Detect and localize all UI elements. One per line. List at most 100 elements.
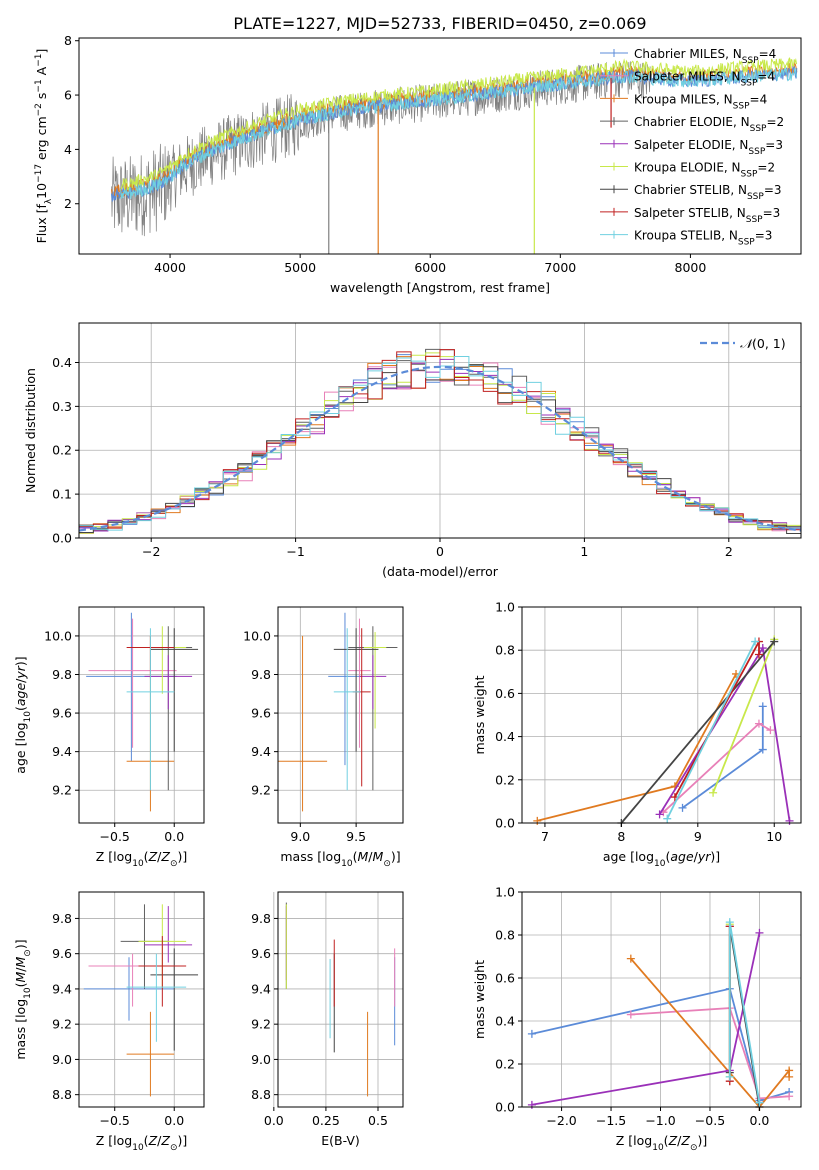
data-point-marker: [758, 702, 767, 711]
y-tick-label: 6: [64, 88, 72, 103]
y-tick-label: 9.8: [52, 911, 72, 926]
x-tick-label: 0.0: [164, 1113, 184, 1128]
y-tick-label: 0.2: [495, 1057, 515, 1072]
x-tick-label: 8000: [675, 260, 707, 275]
y-tick-label: 0.0: [495, 816, 515, 831]
x-tick-label: 2: [725, 544, 733, 559]
x-tick-label: 9.5: [346, 829, 366, 844]
x-tick-label: −0.5: [100, 829, 130, 844]
y-tick-label: 9.6: [52, 706, 72, 721]
y-axis-label: Normed distribution: [23, 368, 38, 493]
y-tick-label: 9.4: [52, 744, 72, 759]
y-tick-label: 0.4: [495, 729, 515, 744]
y-tick-label: 0.8: [495, 928, 515, 943]
x-tick-label: 6000: [414, 260, 446, 275]
series-line: [630, 1007, 790, 1100]
x-tick-label: 0: [436, 544, 444, 559]
data-point-marker: [626, 1010, 635, 1019]
x-tick-label: 7000: [544, 260, 576, 275]
y-tick-label: 9.2: [251, 783, 271, 798]
data-point-marker: [770, 637, 779, 646]
data-point-marker: [758, 644, 767, 653]
series-line: [666, 641, 756, 820]
x-tick-label: 0.0: [264, 1113, 284, 1128]
y-tick-label: 2: [64, 196, 72, 211]
x-axis-label: E(B-V): [321, 1133, 360, 1148]
x-tick-label: −1: [286, 544, 304, 559]
y-tick-label: 9.4: [251, 744, 271, 759]
y-tick-label: 9.8: [251, 911, 271, 926]
x-tick-label: −2: [142, 544, 160, 559]
data-point-marker: [751, 637, 760, 646]
data-point-marker: [663, 814, 672, 823]
legend-label: 𝒩(0, 1): [740, 336, 786, 351]
y-tick-label: 9.8: [251, 667, 271, 682]
data-point-marker: [754, 719, 763, 728]
figure-title: PLATE=1227, MJD=52733, FIBERID=0450, z=0…: [233, 14, 646, 33]
y-tick-label: 10.0: [44, 628, 72, 643]
y-tick-label: 9.6: [251, 946, 271, 961]
x-axis-label: (data-model)/error: [382, 564, 499, 579]
axes-frame: [78, 37, 802, 255]
age-vs-Z-panel: −0.5 0.09.29.49.69.810.0Z [log10(Z/Z⊙)]ag…: [13, 606, 205, 869]
series-line: [712, 639, 776, 794]
mass-vs-EBV-panel: 0.0 0.25 0.5 8.8 9.0 9.2 9.4 9.6 9.8 E(B-V): [251, 891, 404, 1148]
y-tick-label: 9.0: [52, 1052, 72, 1067]
y-tick-label: 8.8: [251, 1087, 271, 1102]
histogram-series: [79, 356, 801, 531]
y-tick-label: 9.8: [52, 667, 72, 682]
data-point-marker: [785, 816, 794, 825]
x-tick-label: −0.5: [695, 1113, 725, 1128]
x-tick-label: 10: [766, 829, 782, 844]
x-tick-label: 0.0: [164, 829, 184, 844]
data-point-marker: [725, 1072, 734, 1081]
x-tick-label: 7: [541, 829, 549, 844]
y-tick-label: 4: [64, 142, 72, 157]
y-tick-label: 0.0: [52, 531, 72, 546]
y-tick-label: 10.0: [243, 628, 271, 643]
data-point-marker: [527, 1029, 536, 1038]
data-point-marker: [758, 745, 767, 754]
axes-frame: [78, 606, 205, 824]
y-tick-label: 9.2: [52, 1017, 72, 1032]
data-point-marker: [709, 788, 718, 797]
x-tick-label: −1.0: [645, 1113, 675, 1128]
axes-frame: [521, 891, 802, 1108]
x-tick-label: 0.5: [368, 1113, 388, 1128]
y-tick-label: 1.0: [495, 885, 515, 900]
x-tick-label: 5000: [284, 260, 316, 275]
y-axis-label: mass weight: [472, 960, 487, 1039]
y-tick-label: 9.4: [52, 981, 72, 996]
weight-vs-Z-panel: −2.0 −1.5 −1.0 −0.5 0.00.00.20.40.60.81.0Z […: [472, 885, 802, 1153]
x-tick-label: 9: [694, 829, 702, 844]
model-spectrum-line: [111, 65, 798, 202]
y-tick-label: 9.4: [251, 981, 271, 996]
y-tick-label: 0.2: [495, 772, 515, 787]
x-tick-label: 0.0: [750, 1113, 770, 1128]
y-tick-label: 8: [64, 33, 72, 48]
y-tick-label: 9.6: [52, 946, 72, 961]
data-point-marker: [785, 1072, 794, 1081]
data-point-marker: [527, 1100, 536, 1109]
axes-frame: [277, 606, 404, 824]
series-line: [620, 641, 775, 824]
x-tick-label: 1: [580, 544, 588, 559]
data-point-marker: [655, 810, 664, 819]
model-spectrum-line: [120, 57, 798, 192]
y-tick-label: 9.0: [251, 1052, 271, 1067]
data-point-marker: [785, 1092, 794, 1101]
data-point-marker: [755, 1098, 764, 1107]
x-tick-label: −1.5: [596, 1113, 626, 1128]
x-tick-label: 4000: [154, 260, 186, 275]
y-tick-label: 9.2: [251, 1017, 271, 1032]
y-tick-label: 0.4: [495, 1014, 515, 1029]
data-point-marker: [626, 954, 635, 963]
data-point-marker: [533, 816, 542, 825]
y-tick-label: 9.2: [52, 783, 72, 798]
gaussian-reference-line: [78, 365, 802, 532]
axes-frame: [521, 606, 802, 824]
model-spectrum-line: [120, 67, 798, 199]
